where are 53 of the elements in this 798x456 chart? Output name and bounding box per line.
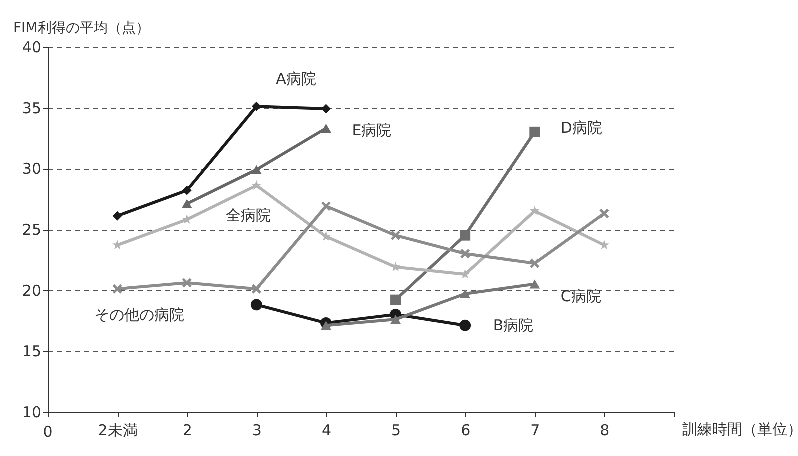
point [530, 280, 540, 289]
y-tick-label: 25 [22, 221, 42, 239]
series-label: B病院 [493, 316, 534, 335]
point [460, 248, 470, 259]
y-tick-label: 15 [22, 342, 42, 361]
series-label: C病院 [560, 287, 602, 306]
point [390, 294, 402, 306]
point [321, 104, 331, 114]
point [530, 258, 540, 269]
point [320, 124, 332, 134]
point [390, 314, 402, 324]
series-label: その他の病院 [94, 306, 185, 324]
y-axis-title: FIM利得の平均（点） [14, 20, 150, 36]
point [530, 206, 540, 216]
x-tick-label: 3 [252, 422, 262, 440]
point [252, 180, 262, 190]
x-tick-label: 4 [322, 422, 332, 440]
series-label: E病院 [352, 122, 392, 140]
text: 0 [43, 423, 53, 441]
y-tick-label: 10 [22, 404, 42, 422]
x-tick-label: 8 [600, 422, 610, 440]
point [599, 208, 610, 219]
x-tick-label: 7 [530, 422, 540, 440]
series-label: D病院 [560, 119, 602, 138]
point [252, 102, 262, 112]
point [320, 321, 332, 330]
point [182, 199, 192, 208]
x-tick-label: 2 [182, 422, 192, 440]
point [112, 211, 122, 221]
point [182, 186, 192, 196]
x-axis-title: 訓練時間（単位） [682, 420, 798, 438]
series-label: 全病院 [226, 206, 272, 225]
point [390, 230, 401, 241]
x-tick-label: 2未満 [98, 422, 138, 440]
point [460, 269, 470, 279]
series-label: A病院 [276, 70, 316, 88]
point [460, 289, 471, 299]
y-tick-label: 40 [22, 38, 42, 56]
point [252, 284, 262, 294]
y-tick-label: 35 [22, 99, 42, 118]
point [250, 299, 262, 311]
point [112, 284, 123, 294]
x-tick-label: 6 [461, 422, 471, 440]
point [321, 232, 332, 242]
y-tick-label: 20 [22, 282, 42, 300]
point [321, 201, 332, 212]
y-tick-label: 30 [22, 160, 42, 178]
point [460, 230, 471, 241]
point [460, 320, 472, 332]
point [530, 126, 540, 138]
point [251, 165, 262, 174]
point [182, 278, 192, 288]
x-tick-label: 5 [392, 422, 402, 440]
